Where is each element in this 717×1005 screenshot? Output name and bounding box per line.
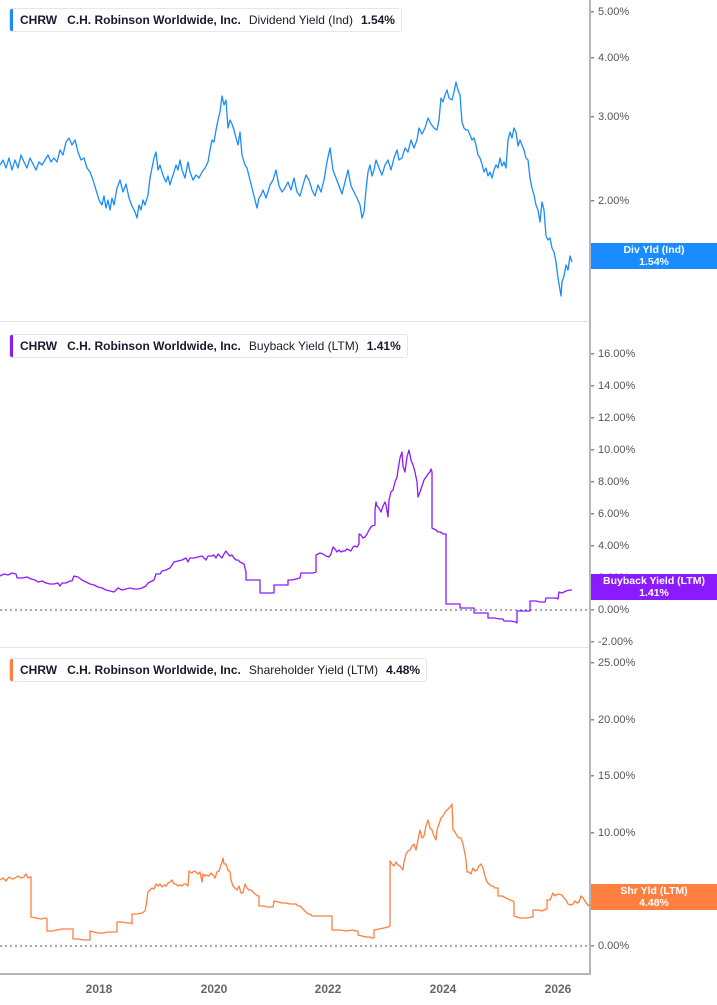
legend-ticker: CHRW [20,663,58,677]
y-tick-label: 15.00% [598,770,636,782]
y-ticks [591,11,594,202]
badge-value: 4.48% [639,897,669,909]
x-axis-label: 2018 [85,982,113,996]
shareholder-yield-value-badge: Shr Yld (LTM) 4.48% [591,884,717,910]
y-tick-label: 3.00% [598,111,630,123]
shareholder-yield-chart[interactable] [0,648,717,975]
legend-metric: Dividend Yield (Ind) [248,13,353,27]
dividend-yield-legend[interactable]: CHRW C.H. Robinson Worldwide, Inc. Divid… [9,8,402,32]
x-axis-label: 2024 [429,982,457,996]
y-tick-label: 12.00% [598,412,636,424]
dividend-yield-panel: CHRW C.H. Robinson Worldwide, Inc. Divid… [0,0,717,322]
legend-metric: Buyback Yield (LTM) [248,339,359,353]
shareholder-yield-legend[interactable]: CHRW C.H. Robinson Worldwide, Inc. Share… [9,658,428,682]
y-tick-label: -2.00% [598,636,633,648]
x-axis-label: 2026 [544,982,572,996]
legend-value: 4.48% [386,663,421,677]
buyback-yield-value-badge: Buyback Yield (LTM) 1.41% [591,574,717,600]
buyback-yield-line [0,449,572,624]
y-tick-label: 2.00% [598,195,630,207]
y-tick-label: 8.00% [598,476,630,488]
badge-value: 1.41% [639,587,669,599]
legend-company: C.H. Robinson Worldwide, Inc. [67,339,241,353]
y-tick-label: 4.00% [598,52,630,64]
y-tick-label: 14.00% [598,380,636,392]
dividend-yield-value-badge: Div Yld (Ind) 1.54% [591,243,717,269]
y-tick-label: 10.00% [598,444,636,456]
x-axis-label: 2020 [200,982,228,996]
series-color-indicator [10,659,13,681]
buyback-yield-legend[interactable]: CHRW C.H. Robinson Worldwide, Inc. Buyba… [9,334,408,358]
x-axis-label: 2022 [314,982,342,996]
y-tick-label: 0.00% [598,940,630,952]
y-tick-label: 10.00% [598,827,636,839]
dividend-yield-chart[interactable] [0,0,717,322]
shareholder-yield-panel: CHRW C.H. Robinson Worldwide, Inc. Share… [0,648,717,975]
y-tick-label: 6.00% [598,508,630,520]
legend-value: 1.54% [360,13,395,27]
legend-metric: Shareholder Yield (LTM) [248,663,379,677]
y-tick-label: 0.00% [598,604,630,616]
legend-ticker: CHRW [20,339,58,353]
badge-label: Shr Yld (LTM) [620,885,688,897]
legend-company: C.H. Robinson Worldwide, Inc. [67,13,241,27]
legend-value: 1.41% [366,339,401,353]
legend-company: C.H. Robinson Worldwide, Inc. [67,663,241,677]
dividend-yield-line [0,81,573,297]
badge-label: Buyback Yield (LTM) [603,575,705,587]
series-color-indicator [10,9,13,31]
shareholder-yield-line [0,803,592,941]
y-tick-label: 16.00% [598,348,636,360]
badge-label: Div Yld (Ind) [623,244,685,256]
legend-ticker: CHRW [20,13,58,27]
series-color-indicator [10,335,13,357]
badge-value: 1.54% [639,256,669,268]
y-tick-label: 20.00% [598,714,636,726]
y-tick-label: 5.00% [598,6,630,18]
y-tick-label: 25.00% [598,657,636,669]
y-tick-label: 4.00% [598,540,630,552]
buyback-yield-panel: CHRW C.H. Robinson Worldwide, Inc. Buyba… [0,322,717,648]
